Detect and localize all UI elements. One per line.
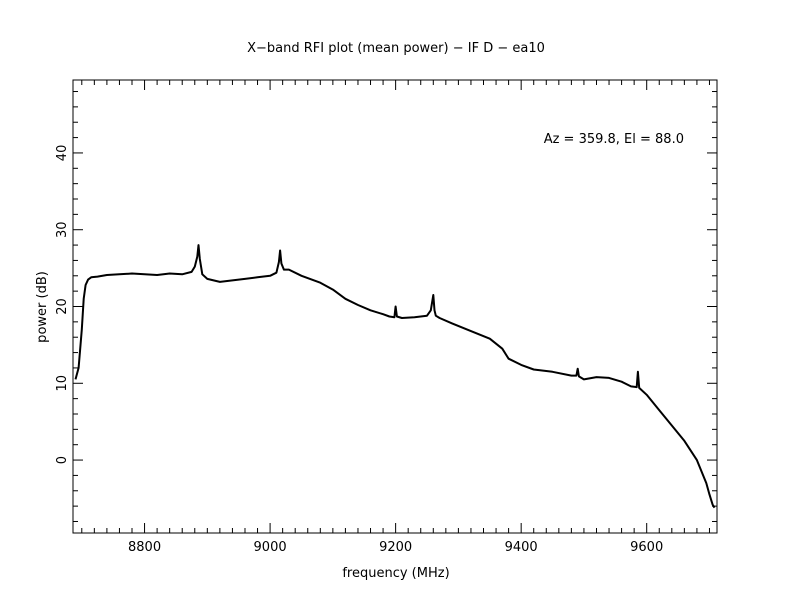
power-series-line xyxy=(74,244,716,509)
chart-title: X−band RFI plot (mean power) − IF D − ea… xyxy=(247,41,545,56)
x-axis-label: frequency (MHz) xyxy=(342,566,449,581)
y-tick-label: 0 xyxy=(55,456,70,464)
y-tick-label: 20 xyxy=(55,298,70,315)
x-tick-label: 9600 xyxy=(630,540,663,555)
y-tick-label: 40 xyxy=(55,145,70,162)
x-tick-label: 9400 xyxy=(505,540,538,555)
y-tick-label: 10 xyxy=(55,375,70,392)
y-tick-label: 30 xyxy=(55,221,70,238)
x-tick-label: 9200 xyxy=(379,540,412,555)
x-tick-label: 8800 xyxy=(128,540,161,555)
y-axis-label: power (dB) xyxy=(35,271,50,343)
annotation-az-el: Az = 359.8, El = 88.0 xyxy=(544,132,684,147)
x-tick-label: 9000 xyxy=(254,540,287,555)
